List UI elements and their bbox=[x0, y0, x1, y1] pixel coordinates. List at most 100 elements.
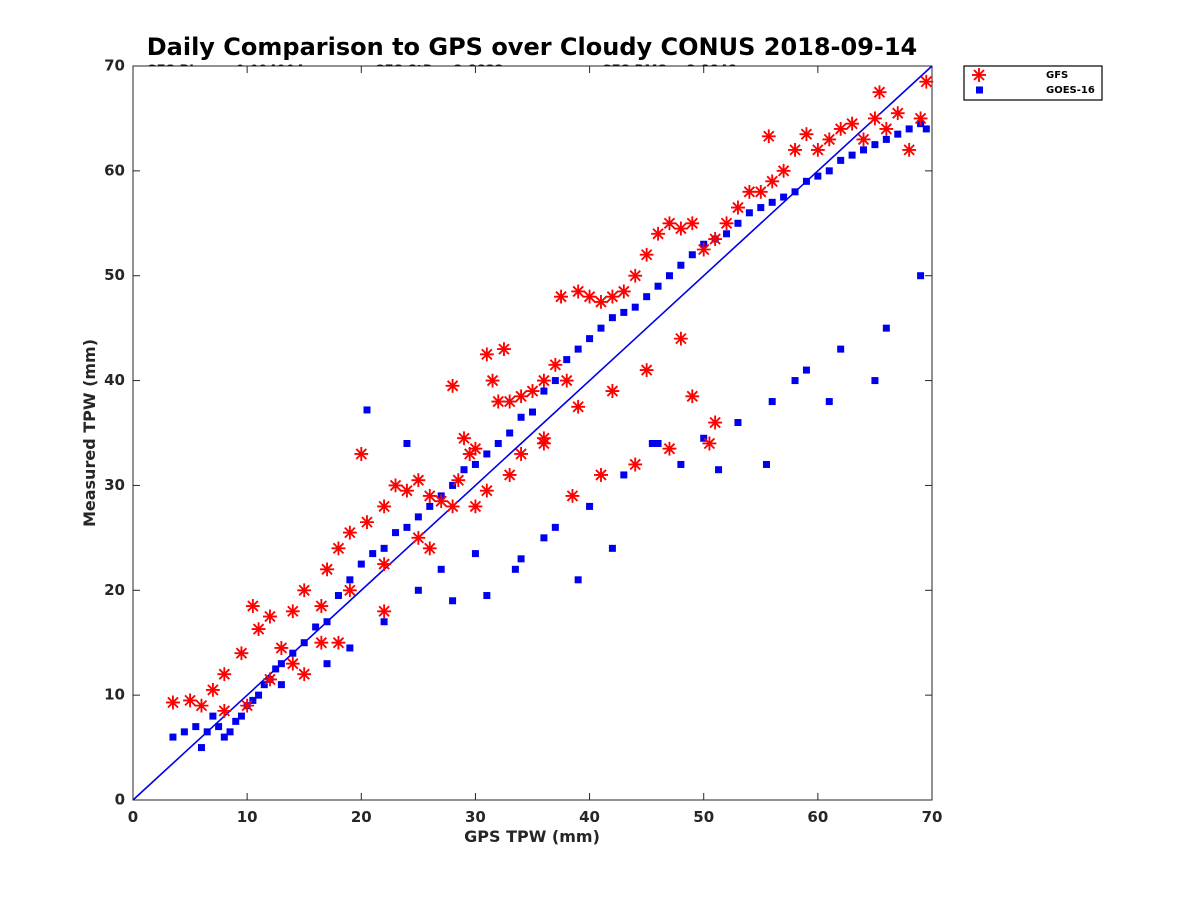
data-point-square bbox=[791, 377, 799, 385]
data-point-square bbox=[631, 303, 639, 311]
y-tick-label: 0 bbox=[115, 791, 125, 809]
data-point-square bbox=[882, 324, 890, 332]
data-point-asterisk bbox=[719, 216, 734, 231]
data-point-square bbox=[922, 125, 930, 133]
data-point-square bbox=[871, 141, 879, 149]
data-point-square bbox=[449, 597, 457, 605]
data-point-asterisk bbox=[593, 467, 608, 482]
x-tick-label: 70 bbox=[922, 808, 943, 826]
data-point-asterisk bbox=[411, 473, 426, 488]
legend-box bbox=[963, 65, 1103, 101]
data-point-square bbox=[677, 460, 685, 468]
data-point-asterisk bbox=[377, 604, 392, 619]
data-point-square bbox=[312, 623, 320, 631]
data-point-square bbox=[369, 550, 377, 558]
data-point-asterisk bbox=[251, 622, 266, 637]
data-point-square bbox=[768, 198, 776, 206]
data-point-asterisk bbox=[194, 698, 209, 713]
data-point-asterisk bbox=[411, 530, 426, 545]
data-point-square bbox=[517, 413, 525, 421]
data-point-asterisk bbox=[554, 289, 569, 304]
data-point-square bbox=[237, 712, 245, 720]
data-point-asterisk bbox=[662, 441, 677, 456]
y-tick-label: 70 bbox=[104, 57, 125, 75]
y-axis-label: Measured TPW (mm) bbox=[80, 339, 99, 527]
data-point-square bbox=[437, 565, 445, 573]
data-point-asterisk bbox=[730, 200, 745, 215]
data-point-square bbox=[471, 460, 479, 468]
data-point-square bbox=[426, 502, 434, 510]
data-point-square bbox=[715, 466, 723, 474]
data-point-square bbox=[882, 135, 890, 143]
data-point-square bbox=[700, 434, 708, 442]
data-point-asterisk bbox=[342, 525, 357, 540]
data-point-asterisk bbox=[685, 216, 700, 231]
data-point-asterisk bbox=[788, 142, 803, 157]
legend-square-marker bbox=[976, 86, 983, 94]
data-point-square bbox=[511, 565, 519, 573]
x-tick-label: 20 bbox=[351, 808, 372, 826]
axis-layer: 0 10 20 30 40 50 60 70 0 10 20 30 40 50 60 70 bbox=[104, 57, 942, 827]
data-point-square bbox=[277, 681, 285, 689]
data-point-square bbox=[197, 744, 205, 752]
data-point-square bbox=[871, 377, 879, 385]
data-point-asterisk bbox=[616, 284, 631, 299]
data-point-square bbox=[586, 502, 594, 510]
data-point-asterisk bbox=[297, 667, 312, 682]
data-point-square bbox=[215, 723, 223, 731]
legend-label: GFS bbox=[1046, 70, 1068, 81]
data-point-asterisk bbox=[651, 226, 666, 241]
data-point-asterisk bbox=[274, 640, 289, 655]
data-point-asterisk bbox=[285, 656, 300, 671]
data-point-asterisk bbox=[496, 342, 511, 357]
data-point-asterisk bbox=[285, 604, 300, 619]
data-point-asterisk bbox=[765, 174, 780, 189]
y-tick-label: 50 bbox=[104, 266, 125, 284]
data-point-square bbox=[300, 639, 308, 647]
data-point-square bbox=[346, 644, 354, 652]
x-tick-label: 0 bbox=[128, 808, 138, 826]
legend-label: GOES-16 bbox=[1046, 85, 1095, 96]
data-point-square bbox=[346, 576, 354, 584]
data-point-asterisk bbox=[399, 483, 414, 498]
data-point-square bbox=[380, 544, 388, 552]
data-point-asterisk bbox=[468, 499, 483, 514]
data-point-square bbox=[643, 293, 651, 301]
data-point-asterisk bbox=[708, 232, 723, 247]
data-point-square bbox=[363, 406, 371, 414]
data-point-square bbox=[665, 272, 673, 280]
x-tick-label: 30 bbox=[465, 808, 486, 826]
data-point-square bbox=[289, 649, 297, 657]
data-point-asterisk bbox=[234, 646, 249, 661]
data-point-asterisk bbox=[377, 499, 392, 514]
x-tick-label: 50 bbox=[693, 808, 714, 826]
data-point-asterisk bbox=[867, 111, 882, 126]
data-point-asterisk bbox=[479, 347, 494, 362]
data-point-square bbox=[260, 681, 268, 689]
data-point-square bbox=[905, 125, 913, 133]
data-point-square bbox=[574, 345, 582, 353]
data-point-square bbox=[608, 314, 616, 322]
data-point-asterisk bbox=[879, 121, 894, 136]
data-point-asterisk bbox=[673, 331, 688, 346]
data-point-asterisk bbox=[702, 436, 717, 451]
data-point-asterisk bbox=[217, 703, 232, 718]
data-point-square bbox=[483, 450, 491, 458]
data-point-square bbox=[540, 534, 548, 542]
legend: GFS GOES-16 bbox=[963, 65, 1103, 101]
data-point-square bbox=[357, 560, 365, 568]
data-point-square bbox=[277, 660, 285, 668]
data-point-asterisk bbox=[639, 247, 654, 262]
data-point-asterisk bbox=[822, 132, 837, 147]
data-point-asterisk bbox=[502, 467, 517, 482]
data-point-square bbox=[837, 345, 845, 353]
data-point-square bbox=[574, 576, 582, 584]
data-point-asterisk bbox=[485, 373, 500, 388]
y-tick-label: 10 bbox=[104, 686, 125, 704]
data-point-square bbox=[460, 466, 468, 474]
data-point-asterisk bbox=[565, 488, 580, 503]
data-point-asterisk bbox=[872, 85, 887, 100]
data-point-asterisk bbox=[354, 446, 369, 461]
data-point-square bbox=[654, 439, 662, 447]
data-point-asterisk bbox=[548, 357, 563, 372]
